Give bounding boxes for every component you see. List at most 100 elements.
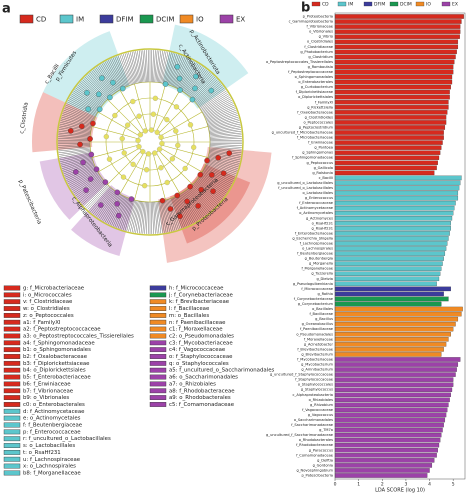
- key-swatch: [3, 319, 21, 325]
- clade-leaf: [58, 132, 91, 137]
- key-swatch: [3, 299, 21, 305]
- panel-a-label: a: [2, 2, 11, 17]
- clade-leaf: [121, 199, 132, 230]
- bar-label: g_Vibrio: [319, 35, 333, 39]
- key-label: c5: f_Comamonadaceae: [169, 402, 235, 408]
- clade-leaf: [84, 76, 108, 100]
- clade-leaf: [60, 118, 92, 128]
- clade-node: [197, 171, 204, 178]
- clade-leaf: [59, 123, 92, 131]
- clade-leaf: [204, 103, 234, 118]
- key-label: v: f_Clostridiaceae: [23, 299, 73, 305]
- clade-leaf: [154, 201, 158, 234]
- clade-node: [158, 134, 164, 140]
- clade-branch: [158, 150, 193, 185]
- clade-branch: [161, 126, 209, 140]
- key-label: h: f_Micrococcaceae: [169, 286, 224, 292]
- clade-node: [152, 95, 159, 101]
- bar: [334, 332, 451, 337]
- bar-label: g_Acinetobacter: [304, 342, 334, 346]
- legend-swatch: [219, 14, 234, 24]
- key-swatch: [149, 374, 167, 380]
- bar: [334, 94, 450, 100]
- bar: [334, 49, 457, 55]
- key-label: p: f_Enterococcaceae: [23, 429, 81, 435]
- bar-label: f_Sphingomonadaceae: [292, 156, 334, 160]
- clade-leaf: [171, 56, 184, 87]
- clade-leaf: [209, 146, 242, 150]
- clade-node: [177, 87, 183, 93]
- clade-leaf: [59, 151, 91, 157]
- key-label: b9: o_Vibrionales: [23, 395, 69, 401]
- clade-leaf: [63, 161, 94, 173]
- clade-leaf: [185, 190, 205, 217]
- clade-node: [88, 151, 95, 158]
- clade-leaf: [144, 50, 147, 83]
- clade-leaf: [88, 73, 111, 98]
- bar: [334, 417, 446, 423]
- bar: [334, 39, 459, 44]
- clade-node: [96, 91, 102, 98]
- bar-label: g_RsaHf231: [312, 226, 333, 230]
- clade-node: [208, 87, 215, 94]
- clade-leaf: [193, 78, 217, 101]
- clade-leaf: [151, 201, 152, 234]
- clade-leaf: [186, 189, 206, 216]
- clade-leaf: [130, 200, 138, 232]
- clade-leaf: [168, 54, 179, 85]
- clade-leaf: [187, 188, 209, 214]
- bar: [334, 59, 455, 65]
- clade-leaf: [71, 93, 99, 111]
- key-label: b6: f_Erwiniaceae: [23, 381, 71, 387]
- clade-branch: [107, 99, 142, 134]
- clade-branch: [160, 147, 203, 173]
- legend-swatch: [139, 14, 154, 24]
- clade-leaf: [73, 175, 101, 194]
- clade-leaf: [194, 80, 219, 103]
- clade-leaf: [204, 104, 235, 119]
- clade-leaf: [182, 64, 200, 92]
- clade-leaf: [193, 182, 218, 205]
- clade-leaf: [109, 195, 124, 225]
- key-label: c4: f_Vagococcaceae: [169, 347, 226, 353]
- bar-label: g_Sphingomonas: [302, 151, 333, 155]
- bar-label: f_Paenibacillaceae: [300, 327, 334, 331]
- bar: [334, 377, 454, 382]
- clade-leaf: [73, 90, 101, 109]
- bar-label: g_Morganella: [309, 262, 333, 266]
- clade-node: [136, 144, 142, 150]
- key-label: b4: o_Diplorickettsiales: [23, 368, 86, 374]
- clade-leaf: [192, 184, 216, 208]
- bar: [334, 231, 450, 236]
- bar: [334, 473, 428, 478]
- clade-node: [175, 142, 181, 149]
- key-swatch: [3, 313, 21, 318]
- bar: [334, 14, 464, 19]
- clade-leaf: [78, 179, 104, 201]
- bar-label: g_TM7a: [319, 428, 333, 432]
- clade-leaf: [208, 155, 240, 164]
- bar-label: f_Enterobacteriaceae: [295, 231, 334, 235]
- clade-leaf: [87, 185, 110, 210]
- clade-leaf: [206, 111, 237, 123]
- legend-swatch: [19, 14, 34, 24]
- clade-node: [173, 104, 180, 110]
- clade-leaf: [112, 57, 127, 88]
- legend-label: IM: [76, 16, 84, 24]
- clade-leaf: [58, 136, 91, 139]
- clade-leaf: [90, 71, 112, 97]
- bar-label: g_Escherichia_Shigella: [292, 236, 333, 240]
- clade-node: [128, 196, 135, 202]
- clade-node: [114, 189, 121, 196]
- clade-leaf: [197, 178, 224, 198]
- bar-label: f_Erwiniaceae: [308, 141, 334, 145]
- clade-node: [84, 89, 90, 96]
- clade-leaf: [187, 70, 209, 96]
- clade-leaf: [180, 193, 197, 222]
- key-swatch: [3, 306, 21, 311]
- bar: [334, 205, 455, 211]
- bar-label: g_uncultured_f_Saccharimonadaceae: [266, 433, 334, 437]
- key-label: b2: f_Oxalobacteraceae: [23, 354, 88, 360]
- clade-leaf: [133, 51, 140, 83]
- clade-leaf: [167, 53, 177, 85]
